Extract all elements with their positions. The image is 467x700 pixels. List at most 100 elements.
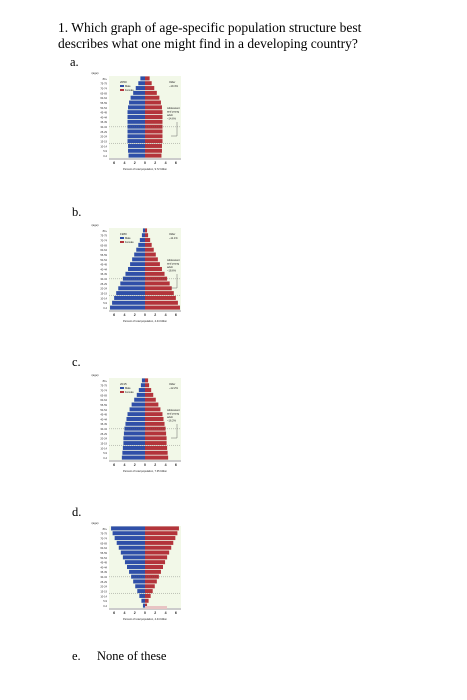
female-bar (145, 276, 168, 281)
x-tick-label: 4 (165, 611, 167, 615)
female-bar (145, 281, 170, 286)
female-bar (145, 76, 150, 81)
male-legend-label: Male (125, 386, 131, 390)
age-label: 60-64 (100, 248, 107, 252)
age-label: 65-69 (100, 243, 107, 247)
male-legend-label: Male (125, 236, 131, 240)
x-tick-label: 6 (113, 611, 115, 615)
x-tick-label: 0 (144, 463, 146, 467)
age-label: 10-14 (100, 446, 107, 450)
question-line-1: 1. Which graph of age-specific populatio… (58, 20, 362, 35)
older-percent: ~12.2% (169, 386, 179, 390)
age-label: 15-19 (100, 590, 107, 594)
pink-strip (145, 606, 167, 609)
option-d-label[interactable]: d. (72, 505, 82, 519)
female-bar (145, 300, 178, 305)
female-bar (145, 252, 156, 257)
female-bar (145, 603, 148, 608)
x-tick-label: 6 (175, 611, 177, 615)
age-label: 80+ (103, 229, 108, 233)
older-percent: ~19.4% (169, 84, 179, 88)
male-bar (114, 536, 145, 541)
x-tick-label: 2 (154, 313, 156, 317)
option-d-pyramid[interactable]: (age) 80+ 75-79 70-74 65-69 60-64 55-59 50-54 45… (81, 518, 186, 628)
adolescent-label: adult (167, 265, 173, 269)
adolescent-label: Adolescent (167, 106, 180, 110)
age-label: 50-54 (100, 408, 107, 412)
age-label: 65-69 (100, 91, 107, 95)
male-bar (123, 431, 145, 436)
male-bar (137, 589, 145, 594)
female-bar (145, 555, 168, 560)
age-label: 20-24 (100, 437, 107, 441)
adolescent-label: Adolescent (167, 258, 180, 262)
female-bar (145, 119, 163, 124)
female-legend-label: Female (125, 240, 134, 244)
option-b-label[interactable]: b. (72, 205, 82, 219)
male-bar (135, 584, 145, 589)
male-bar (134, 397, 145, 402)
male-bar (141, 378, 145, 383)
female-bar (145, 564, 163, 570)
male-bar (138, 388, 145, 393)
female-bar (145, 95, 160, 100)
x-tick-label: 4 (123, 463, 125, 467)
x-tick-label: 4 (123, 313, 125, 317)
male-bar (129, 569, 145, 574)
male-bar (142, 228, 145, 233)
year-label: 1980 (120, 232, 127, 236)
female-bar (145, 238, 151, 243)
male-bar (116, 291, 145, 296)
x-tick-label: 2 (134, 313, 136, 317)
female-bar (145, 134, 163, 139)
female-bar (145, 383, 150, 388)
male-bar (136, 392, 145, 397)
male-bar (129, 100, 145, 105)
male-bar (138, 242, 145, 247)
older-label: Older (169, 232, 175, 236)
x-axis-label: Percent of total population, 9.72 billio… (123, 167, 168, 171)
option-a-label[interactable]: a. (70, 55, 79, 69)
age-label: 50-54 (100, 106, 107, 110)
older-label: Older (169, 382, 175, 386)
option-a-pyramid[interactable]: (age) 80+ 75-79 70-74 65-69 60-64 55-59 50-54 45… (81, 68, 186, 178)
x-tick-label: 2 (134, 611, 136, 615)
male-bar (128, 266, 145, 272)
male-bar (112, 531, 145, 536)
female-bar (145, 129, 163, 134)
female-legend-swatch (120, 391, 124, 393)
age-label: 75-79 (100, 82, 107, 86)
option-e-label[interactable]: e. (72, 649, 81, 663)
male-bar (127, 564, 145, 570)
age-label: 25-29 (100, 580, 107, 584)
age-label: 70-74 (100, 86, 107, 90)
male-bar (127, 134, 145, 139)
option-c-pyramid[interactable]: (age) 80+ 75-79 70-74 65-69 60-64 55-59 50-54 45… (81, 370, 186, 480)
male-bar (132, 257, 145, 262)
female-bar (145, 114, 163, 120)
female-bar (145, 100, 161, 105)
male-bar (128, 143, 145, 148)
option-c-label[interactable]: c. (72, 355, 81, 369)
female-bar (145, 148, 162, 153)
x-tick-label: 2 (154, 463, 156, 467)
year-label: 2050 (120, 80, 127, 84)
female-bar (145, 450, 168, 455)
female-bar (145, 526, 179, 531)
female-bar (145, 436, 167, 441)
male-bar (133, 90, 145, 95)
age-label: 35-39 (100, 570, 107, 574)
male-bar (135, 86, 145, 91)
age-label: 0-4 (103, 604, 107, 608)
option-e-text[interactable]: None of these (97, 649, 167, 663)
option-b-pyramid[interactable]: (age) 80+ 75-79 70-74 65-69 60-64 55-59 50-54 45… (81, 220, 186, 330)
female-bar (145, 584, 155, 589)
male-bar (141, 233, 145, 238)
female-bar (145, 540, 174, 545)
male-bar (128, 153, 145, 158)
female-bar (145, 110, 163, 115)
age-label: 55-59 (100, 253, 107, 257)
age-label: 45-49 (100, 413, 107, 417)
female-bar (145, 86, 155, 91)
age-label: 25-29 (100, 130, 107, 134)
